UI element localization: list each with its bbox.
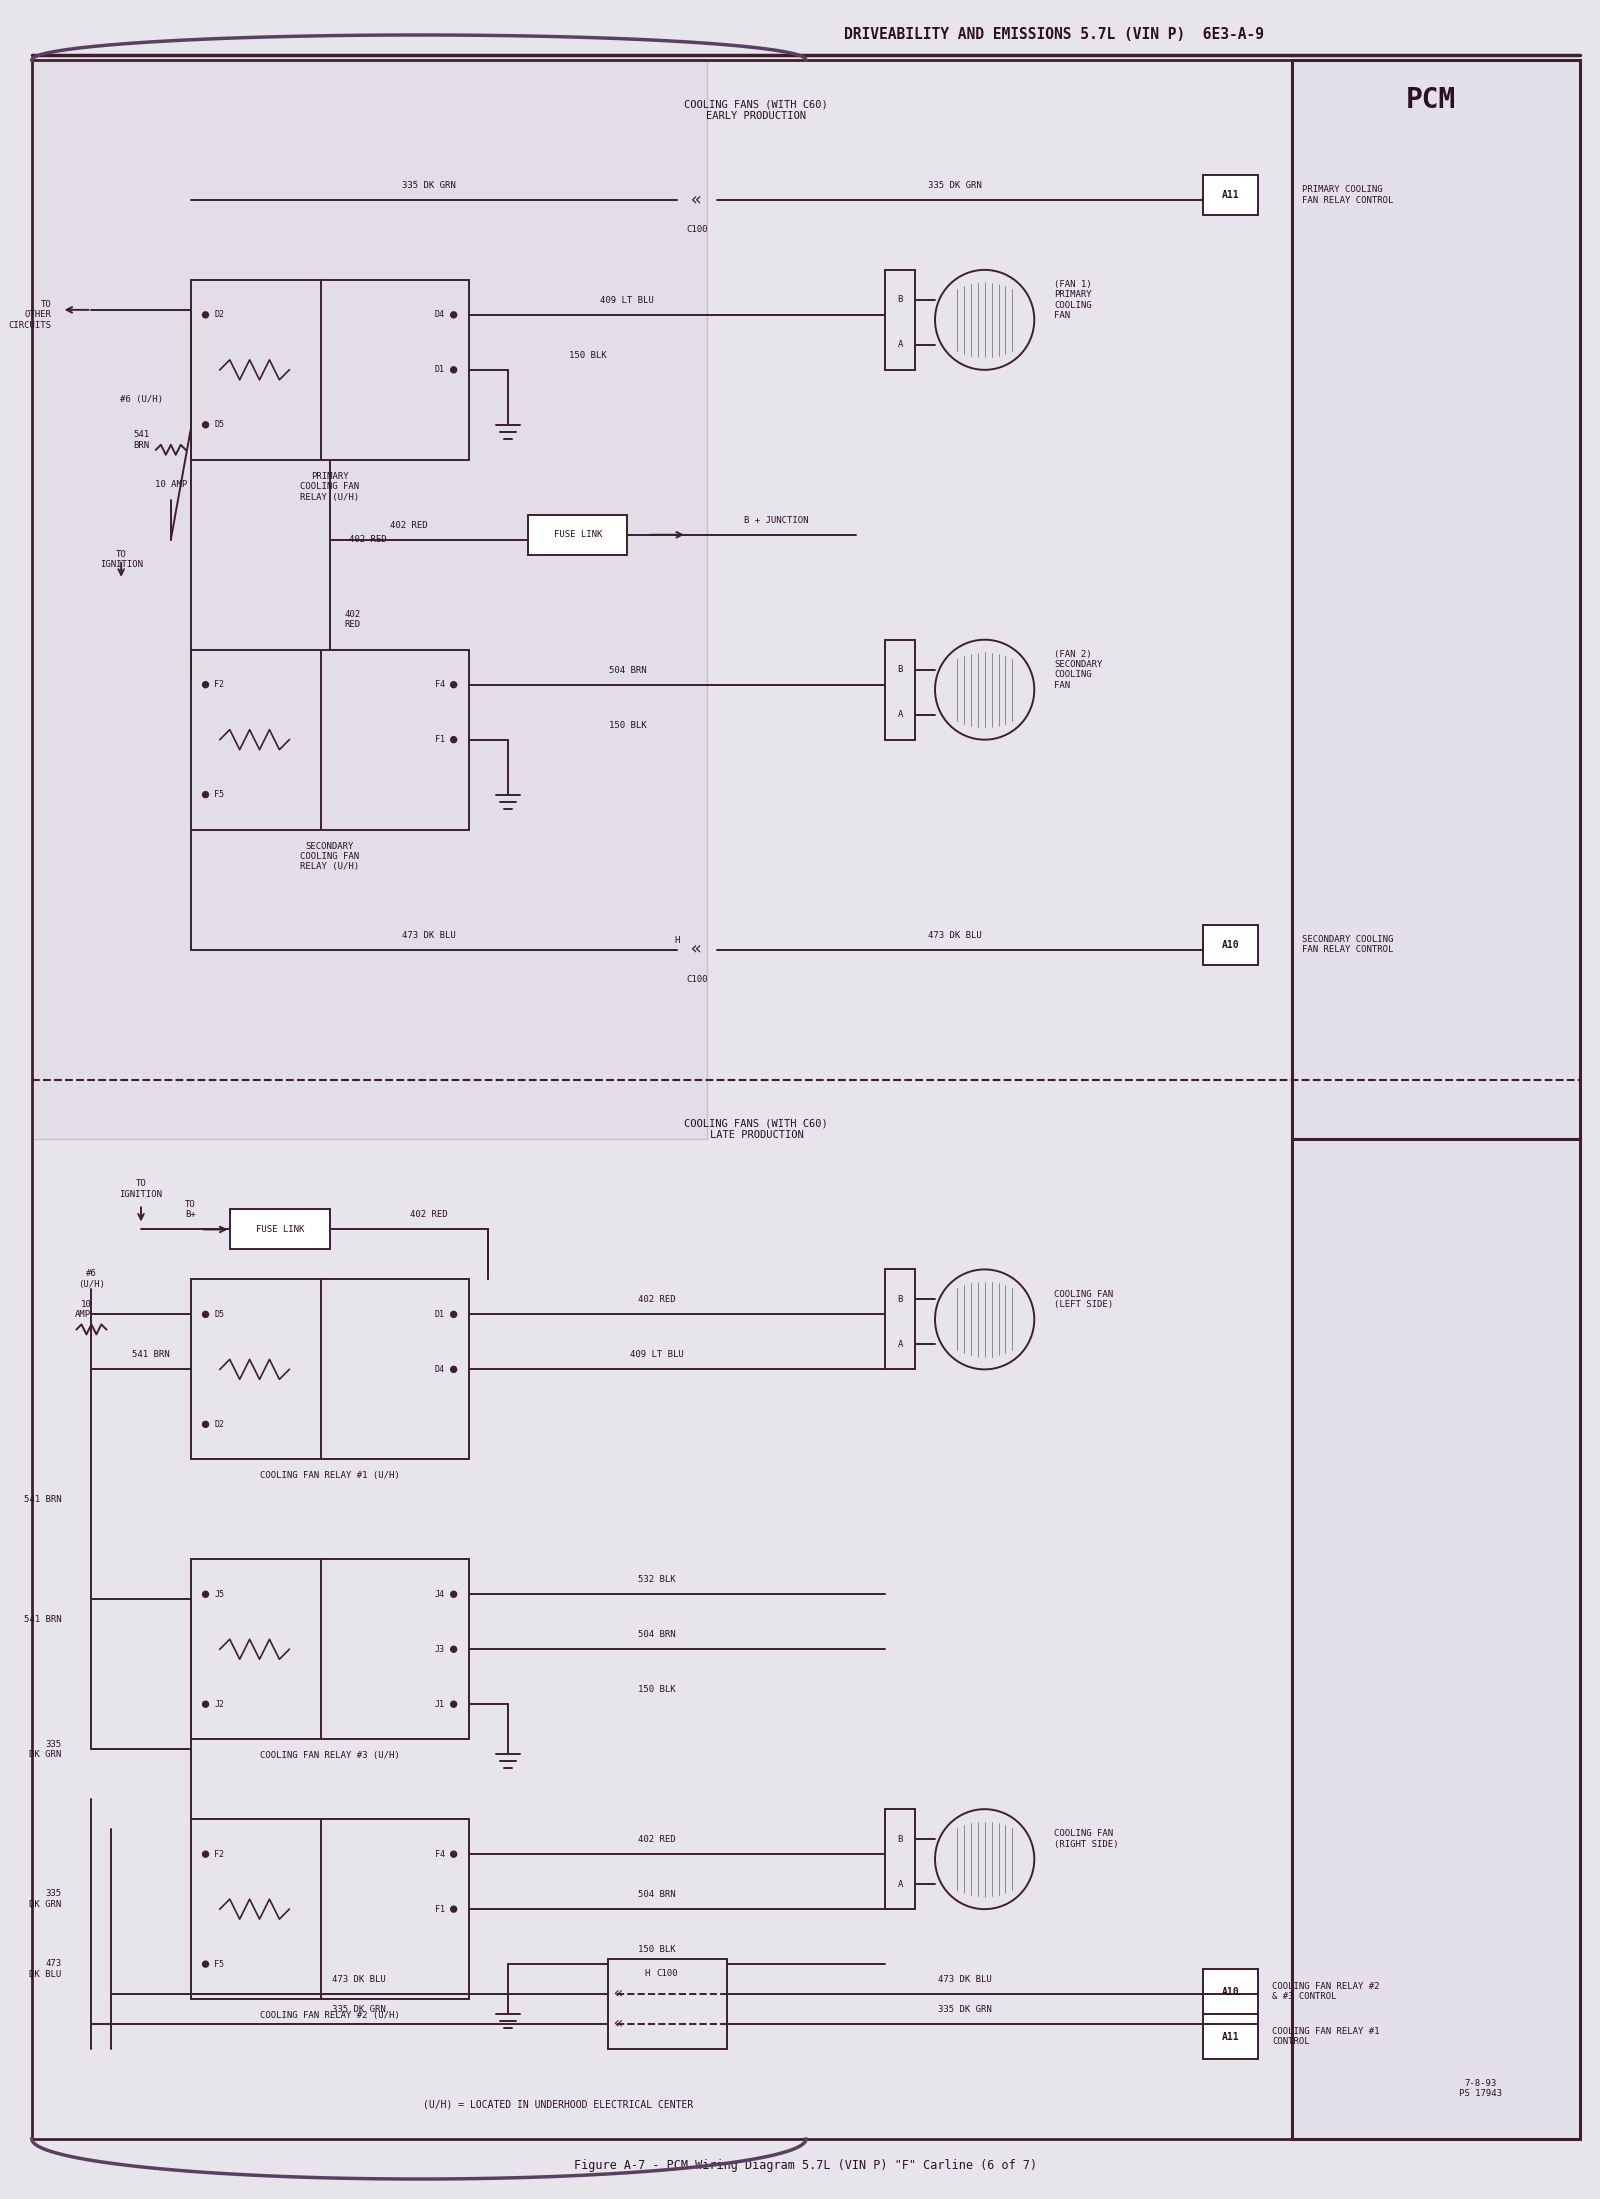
Circle shape bbox=[203, 1702, 208, 1706]
Text: A: A bbox=[898, 710, 902, 719]
Text: 335 DK GRN: 335 DK GRN bbox=[333, 2005, 386, 2014]
Circle shape bbox=[451, 1907, 456, 1913]
Text: 335 DK GRN: 335 DK GRN bbox=[402, 180, 456, 189]
Text: F1: F1 bbox=[435, 1904, 445, 1913]
Text: A10: A10 bbox=[1221, 939, 1238, 950]
Bar bbox=[190, 649, 469, 829]
Text: D4: D4 bbox=[435, 1366, 445, 1374]
Text: H: H bbox=[674, 935, 680, 946]
Text: 532 BLK: 532 BLK bbox=[638, 1574, 675, 1583]
Text: COOLING FAN RELAY #1
CONTROL: COOLING FAN RELAY #1 CONTROL bbox=[1272, 2027, 1379, 2047]
Text: D1: D1 bbox=[435, 1311, 445, 1319]
Circle shape bbox=[451, 1366, 456, 1372]
Text: J1: J1 bbox=[435, 1700, 445, 1709]
Text: 473
DK BLU: 473 DK BLU bbox=[29, 1959, 62, 1979]
Text: F5: F5 bbox=[214, 1959, 224, 1968]
Text: C100: C100 bbox=[656, 1968, 678, 1979]
Bar bbox=[1293, 1139, 1581, 2140]
Text: F4: F4 bbox=[435, 679, 445, 688]
Bar bbox=[608, 1959, 726, 2049]
Text: D1: D1 bbox=[435, 365, 445, 374]
Text: 541 BRN: 541 BRN bbox=[133, 1350, 170, 1359]
Text: «: « bbox=[691, 191, 702, 209]
Circle shape bbox=[203, 1592, 208, 1596]
Circle shape bbox=[203, 1311, 208, 1317]
Text: SECONDARY
COOLING FAN
RELAY (U/H): SECONDARY COOLING FAN RELAY (U/H) bbox=[301, 842, 358, 871]
Text: 150 BLK: 150 BLK bbox=[570, 352, 606, 361]
Text: 541
BRN: 541 BRN bbox=[133, 431, 149, 449]
Text: 150 BLK: 150 BLK bbox=[638, 1946, 675, 1955]
Circle shape bbox=[451, 1592, 456, 1596]
Bar bbox=[1203, 176, 1258, 216]
Circle shape bbox=[451, 1702, 456, 1706]
Text: TO
IGNITION: TO IGNITION bbox=[99, 550, 142, 570]
Text: 7-8-93
PS 17943: 7-8-93 PS 17943 bbox=[1459, 2078, 1502, 2098]
Text: 504 BRN: 504 BRN bbox=[638, 1629, 675, 1638]
Text: COOLING FANS (WITH C60)
EARLY PRODUCTION: COOLING FANS (WITH C60) EARLY PRODUCTION bbox=[685, 99, 829, 121]
Text: J2: J2 bbox=[214, 1700, 224, 1709]
Text: (FAN 2)
SECONDARY
COOLING
FAN: (FAN 2) SECONDARY COOLING FAN bbox=[1054, 649, 1102, 690]
Bar bbox=[230, 1209, 330, 1249]
Text: 402
RED: 402 RED bbox=[344, 609, 360, 629]
Text: A11: A11 bbox=[1221, 2032, 1238, 2041]
Text: 541 BRN: 541 BRN bbox=[24, 1495, 62, 1504]
Bar bbox=[885, 1269, 915, 1370]
Text: 402 RED: 402 RED bbox=[390, 521, 427, 530]
Text: 409 LT BLU: 409 LT BLU bbox=[630, 1350, 685, 1359]
Text: D2: D2 bbox=[214, 310, 224, 319]
Bar bbox=[528, 515, 627, 554]
Text: #6 (U/H): #6 (U/H) bbox=[120, 396, 163, 405]
Text: B: B bbox=[898, 664, 902, 675]
Text: COOLING FAN RELAY #1 (U/H): COOLING FAN RELAY #1 (U/H) bbox=[259, 1471, 400, 1480]
Text: 402 RED: 402 RED bbox=[638, 1836, 675, 1845]
Text: 504 BRN: 504 BRN bbox=[638, 1891, 675, 1900]
Text: 10
AMP: 10 AMP bbox=[75, 1300, 91, 1319]
Circle shape bbox=[203, 422, 208, 429]
Text: FUSE LINK: FUSE LINK bbox=[256, 1225, 304, 1234]
Text: COOLING FAN RELAY #2
& #3 CONTROL: COOLING FAN RELAY #2 & #3 CONTROL bbox=[1272, 1981, 1379, 2001]
Text: #6
(U/H): #6 (U/H) bbox=[78, 1269, 106, 1289]
Text: F5: F5 bbox=[214, 789, 224, 798]
Text: (U/H) = LOCATED IN UNDERHOOD ELECTRICAL CENTER: (U/H) = LOCATED IN UNDERHOOD ELECTRICAL … bbox=[422, 2100, 693, 2109]
Text: B: B bbox=[898, 1834, 902, 1843]
Circle shape bbox=[451, 737, 456, 743]
Text: 150 BLK: 150 BLK bbox=[638, 1684, 675, 1693]
Text: 473 DK BLU: 473 DK BLU bbox=[938, 1975, 992, 1983]
Text: C100: C100 bbox=[686, 974, 707, 983]
Circle shape bbox=[203, 1962, 208, 1968]
Circle shape bbox=[451, 682, 456, 688]
Text: «: « bbox=[613, 2016, 622, 2032]
Text: F1: F1 bbox=[435, 734, 445, 743]
Circle shape bbox=[203, 312, 208, 319]
Circle shape bbox=[203, 1852, 208, 1858]
Text: COOLING FAN
(RIGHT SIDE): COOLING FAN (RIGHT SIDE) bbox=[1054, 1830, 1118, 1849]
Text: 473 DK BLU: 473 DK BLU bbox=[402, 930, 456, 939]
Circle shape bbox=[451, 312, 456, 319]
Text: 402 RED: 402 RED bbox=[349, 534, 387, 545]
Text: (FAN 1)
PRIMARY
COOLING
FAN: (FAN 1) PRIMARY COOLING FAN bbox=[1054, 279, 1091, 321]
Text: F2: F2 bbox=[214, 679, 224, 688]
Bar bbox=[1203, 2014, 1258, 2058]
Bar bbox=[885, 1810, 915, 1909]
Circle shape bbox=[203, 792, 208, 798]
Bar bbox=[885, 640, 915, 739]
Text: J3: J3 bbox=[435, 1645, 445, 1654]
Bar bbox=[190, 279, 469, 460]
Text: TO
B+: TO B+ bbox=[186, 1201, 197, 1220]
Text: 473 DK BLU: 473 DK BLU bbox=[333, 1975, 386, 1983]
Circle shape bbox=[203, 682, 208, 688]
Text: TO
OTHER
CIRCUITS: TO OTHER CIRCUITS bbox=[8, 299, 51, 330]
Text: SECONDARY COOLING
FAN RELAY CONTROL: SECONDARY COOLING FAN RELAY CONTROL bbox=[1302, 935, 1394, 954]
Text: 504 BRN: 504 BRN bbox=[608, 666, 646, 675]
Text: D5: D5 bbox=[214, 1311, 224, 1319]
Text: 409 LT BLU: 409 LT BLU bbox=[600, 297, 654, 306]
Text: «: « bbox=[691, 941, 702, 959]
Text: 150 BLK: 150 BLK bbox=[608, 721, 646, 730]
Circle shape bbox=[451, 1852, 456, 1858]
Text: «: « bbox=[613, 1986, 622, 2001]
Text: H: H bbox=[645, 1968, 650, 1979]
Text: Figure A-7 - PCM Wiring Diagram 5.7L (VIN P) "F" Carline (6 of 7): Figure A-7 - PCM Wiring Diagram 5.7L (VI… bbox=[574, 2159, 1037, 2173]
Bar bbox=[1293, 59, 1581, 1139]
Text: A: A bbox=[898, 1339, 902, 1348]
Bar bbox=[1203, 1968, 1258, 2014]
